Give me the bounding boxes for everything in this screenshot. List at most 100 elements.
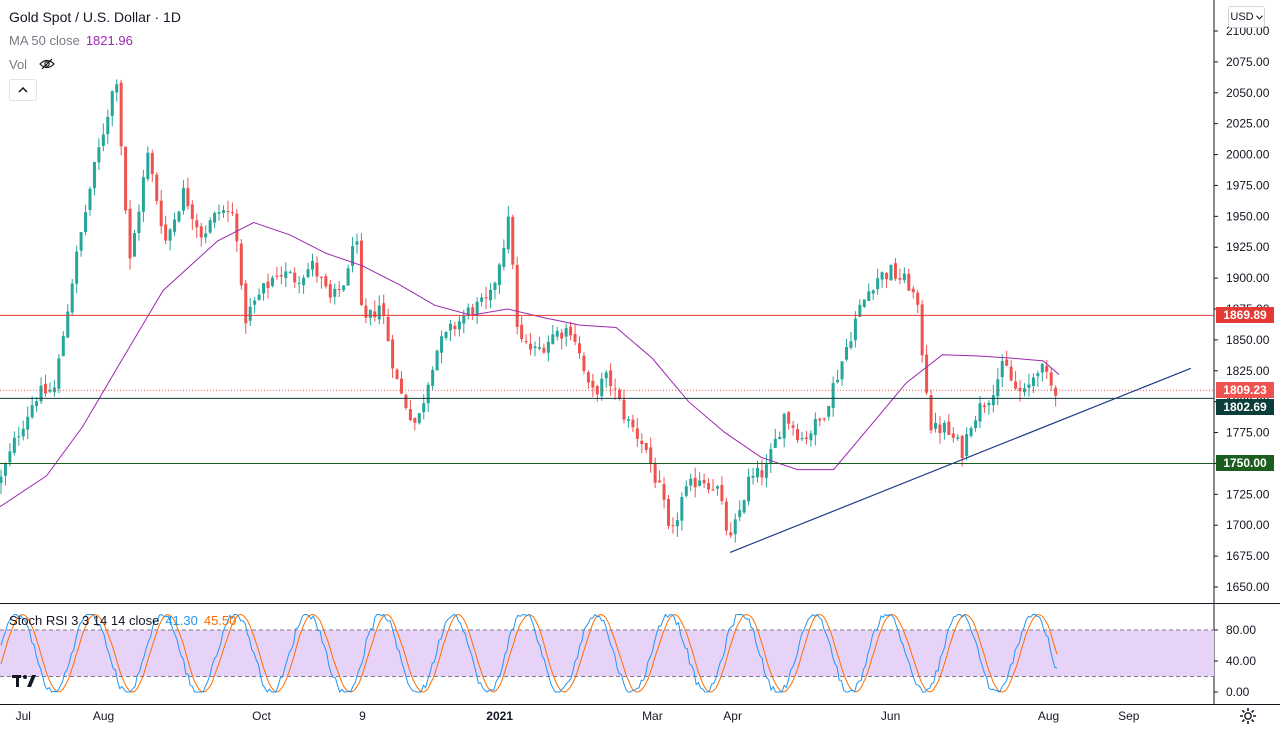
candle-body (226, 211, 230, 213)
candle-body (956, 437, 960, 439)
candle-body (302, 277, 306, 286)
candle-body (248, 306, 252, 321)
stoch-rsi-k-line (0, 613, 1058, 693)
y-tick-label: 2075.00 (1226, 55, 1270, 69)
candle-body (293, 272, 297, 283)
candle-body (466, 307, 470, 315)
candle-body (253, 300, 257, 305)
candle-body (520, 324, 524, 340)
candle-body (288, 271, 292, 273)
tradingview-logo-icon[interactable] (10, 670, 40, 692)
collapse-legend-button[interactable] (9, 79, 37, 101)
candle-body (782, 413, 786, 439)
stoch-rsi-legend[interactable]: Stoch RSI 3 3 14 14 close 41.30 45.50 (9, 613, 236, 628)
candle-body (715, 486, 719, 489)
candle-body (653, 462, 657, 483)
currency-label: USD (1230, 11, 1254, 23)
candle-body (386, 316, 390, 342)
candle-body (97, 147, 101, 163)
candle-body (346, 268, 350, 286)
candle-body (337, 288, 341, 290)
candle-body (35, 401, 39, 407)
ma-legend[interactable]: MA 50 close 1821.96 (9, 33, 133, 49)
candle-body (266, 281, 270, 288)
candle-body (724, 501, 728, 531)
candle-body (493, 282, 497, 290)
candle-body (760, 470, 764, 478)
candle-body (773, 438, 777, 448)
candle-body (849, 341, 853, 348)
candle-body (911, 288, 915, 293)
candle-body (533, 346, 537, 349)
candle-body (787, 412, 791, 424)
candle-body (800, 437, 804, 440)
candle-body (1000, 360, 1004, 378)
eye-crossed-icon[interactable] (38, 58, 55, 70)
candle-body (506, 216, 510, 250)
symbol-title[interactable]: Gold Spot / U.S. Dollar · 1D (9, 9, 181, 25)
candle-body (778, 437, 782, 440)
candle-body (119, 82, 123, 147)
candle-body (751, 475, 755, 478)
candle-body (689, 478, 693, 486)
candle-body (164, 224, 168, 241)
candle-body (230, 212, 234, 214)
candle-body (106, 116, 110, 135)
candle-body (204, 233, 208, 238)
candle-body (404, 394, 408, 409)
candle-body (929, 395, 933, 431)
candle-body (239, 243, 243, 286)
candle-body (1045, 365, 1049, 372)
candle-body (836, 379, 840, 383)
candle-body (391, 339, 395, 369)
candle-body (1040, 363, 1044, 373)
y-tick-label: 2000.00 (1226, 148, 1270, 162)
candle-body (448, 323, 452, 331)
candle-body (667, 499, 670, 526)
candle-body (658, 480, 662, 483)
candle-body (462, 315, 466, 324)
candle-body (578, 343, 581, 354)
candle-body (885, 273, 889, 280)
currency-button[interactable]: USD (1228, 6, 1265, 28)
candle-body (845, 347, 848, 360)
candle-body (44, 383, 47, 394)
candle-body (173, 219, 177, 232)
candle-body (12, 437, 16, 453)
candle-body (190, 204, 194, 219)
candle-body (876, 278, 880, 290)
candle-body (680, 496, 684, 521)
candle-body (168, 229, 172, 241)
candle-body (368, 309, 372, 318)
candle-body (413, 418, 417, 423)
y-tick-label: 1925.00 (1226, 240, 1270, 254)
candle-body (537, 347, 541, 349)
stoch-rsi-band (0, 630, 1214, 677)
candle-body (8, 451, 12, 463)
candle-body (916, 292, 920, 305)
candle-body (609, 370, 613, 387)
candle-body (101, 134, 105, 146)
candle-body (3, 464, 7, 476)
last-price-badge: 1809.23 (1216, 382, 1274, 398)
candle-body (177, 211, 181, 222)
candle-body (355, 241, 359, 245)
gear-icon[interactable] (1238, 706, 1258, 726)
candle-body (974, 420, 978, 428)
candle-body (675, 520, 679, 527)
y-tick-label: 1725.00 (1226, 487, 1270, 501)
volume-legend[interactable]: Vol (9, 57, 55, 73)
candle-body (395, 369, 399, 379)
candle-body (222, 210, 225, 213)
candle-body (742, 500, 746, 513)
y-tick-label: 1700.00 (1226, 518, 1270, 532)
candle-body (960, 435, 964, 459)
candle-body (150, 153, 154, 175)
candle-body (991, 395, 995, 406)
candle-body (764, 464, 768, 478)
candle-body (729, 532, 733, 536)
candle-body (444, 331, 448, 338)
candle-body (115, 84, 119, 93)
candle-body (813, 419, 817, 436)
